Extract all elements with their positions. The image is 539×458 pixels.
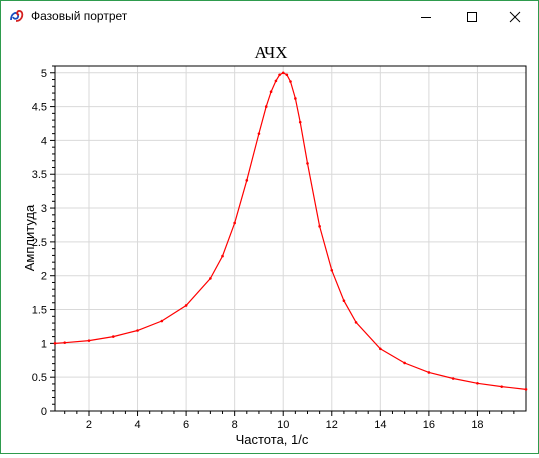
minimize-button[interactable] bbox=[403, 1, 449, 32]
data-point bbox=[269, 90, 273, 94]
y-tick-label: 0.5 bbox=[32, 372, 47, 384]
data-point bbox=[221, 254, 224, 258]
y-tick-label: 2.5 bbox=[32, 237, 47, 249]
data-point bbox=[233, 221, 236, 225]
data-point bbox=[330, 268, 334, 272]
data-point bbox=[354, 321, 358, 324]
data-point bbox=[306, 162, 309, 165]
data-point bbox=[379, 347, 382, 351]
x-tick-label: 16 bbox=[423, 419, 435, 431]
data-point bbox=[209, 277, 212, 280]
y-axis-label: Амплитуда bbox=[22, 204, 37, 271]
y-tick-label: 5 bbox=[41, 68, 47, 80]
x-tick-label: 14 bbox=[374, 419, 386, 431]
minimize-icon bbox=[420, 11, 432, 23]
close-button[interactable] bbox=[492, 1, 538, 32]
series-line bbox=[54, 72, 527, 390]
window-title: Фазовый портрет bbox=[31, 9, 128, 23]
chart-area: АЧХ 2 4 6 8 10 12 14 16 18 0 0.5 1 1.5 2 2.5 3 3.5 4 4.5 5 … bbox=[1, 32, 538, 453]
data-point bbox=[342, 299, 346, 303]
y-tick-label: 0 bbox=[41, 406, 47, 418]
maximize-icon bbox=[466, 11, 478, 23]
data-point bbox=[274, 79, 278, 83]
data-point bbox=[281, 71, 285, 75]
data-point bbox=[298, 120, 302, 124]
x-tick-label: 4 bbox=[134, 419, 140, 431]
title-bar[interactable]: Фазовый портрет bbox=[1, 1, 538, 32]
data-point bbox=[294, 97, 297, 100]
data-point bbox=[160, 319, 164, 323]
plot-frame bbox=[54, 65, 527, 412]
data-point bbox=[403, 361, 406, 365]
y-tick-label: 3.5 bbox=[32, 169, 47, 181]
data-point bbox=[500, 385, 504, 388]
axis-ticks: 2 4 6 8 10 12 14 16 18 0 0.5 1 1.5 2 2.5 3 3.5 4 4.5 5 bbox=[32, 65, 515, 431]
x-tick-label: 12 bbox=[326, 419, 338, 431]
chart-title: АЧХ bbox=[254, 43, 287, 62]
y-tick-label: 2 bbox=[41, 271, 47, 283]
frequency-response-chart: АЧХ 2 4 6 8 10 12 14 16 1800.511.522.533.544.55 … bbox=[22, 43, 528, 447]
data-point bbox=[318, 225, 321, 228]
data-point bbox=[524, 388, 528, 391]
data-point bbox=[257, 132, 261, 135]
data-point bbox=[285, 73, 289, 77]
x-axis-label: Частота, 1/с bbox=[236, 432, 309, 447]
data-point bbox=[184, 304, 188, 307]
y-tick-label: 3 bbox=[41, 203, 47, 215]
grid-lines bbox=[55, 66, 526, 412]
data-point bbox=[245, 179, 249, 182]
data-point bbox=[63, 341, 67, 344]
x-tick-label: 10 bbox=[277, 419, 289, 431]
y-tick-label: 4 bbox=[41, 135, 47, 147]
y-tick-label: 1 bbox=[41, 338, 47, 350]
data-point bbox=[278, 73, 281, 77]
data-point bbox=[289, 80, 292, 83]
data-point bbox=[264, 105, 268, 108]
y-tick-label: 4.5 bbox=[32, 102, 47, 114]
data-point bbox=[427, 371, 431, 374]
y-tick-label: 1.5 bbox=[32, 305, 47, 317]
close-icon bbox=[509, 11, 521, 23]
x-tick-label: 2 bbox=[86, 419, 92, 431]
series-layer bbox=[53, 71, 528, 391]
data-point bbox=[53, 342, 57, 345]
data-point bbox=[136, 329, 139, 332]
data-point bbox=[87, 339, 91, 342]
x-tick-label: 6 bbox=[183, 419, 189, 431]
phase-portrait-app-icon bbox=[9, 9, 25, 23]
x-tick-label: 8 bbox=[232, 419, 238, 431]
data-point bbox=[111, 335, 115, 338]
data-point bbox=[476, 381, 479, 385]
maximize-button[interactable] bbox=[449, 1, 495, 32]
x-tick-label: 18 bbox=[471, 419, 483, 431]
data-point bbox=[451, 377, 455, 380]
